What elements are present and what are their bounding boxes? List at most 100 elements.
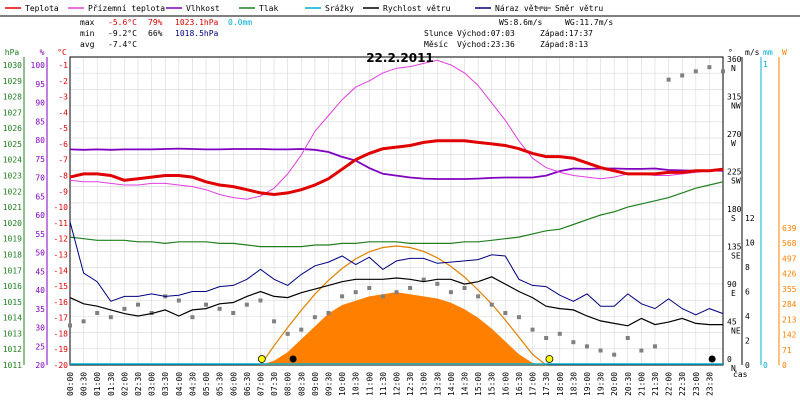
temp-tick: -1	[58, 61, 68, 70]
wind-direction-point	[285, 331, 290, 336]
dir-tick-deg: 45	[727, 318, 737, 327]
wind-direction-point	[272, 319, 277, 324]
hpa-tick: 1012	[3, 345, 22, 354]
temp-tick: -16	[54, 298, 69, 307]
pct-tick: 25	[35, 342, 45, 351]
w-tick: 497	[782, 254, 797, 263]
w-tick: 568	[782, 239, 797, 248]
temp-tick: -6	[58, 140, 68, 149]
wind-direction-point	[421, 277, 426, 282]
dir-tick-name: N	[731, 364, 736, 373]
wind-direction-point	[204, 302, 209, 307]
legend-label: Vlhkost	[186, 4, 220, 13]
dir-tick-deg: 360	[727, 55, 742, 64]
pct-tick: 60	[35, 211, 45, 220]
wind-direction-point	[122, 306, 127, 311]
pct-tick: 90	[35, 99, 45, 108]
x-tick-label: 16:00	[501, 372, 510, 396]
dir-tick-deg: 90	[727, 280, 737, 289]
legend-label: Srážky	[325, 4, 354, 13]
wind-direction-point	[584, 344, 589, 349]
temp-tick: -11	[54, 219, 69, 228]
wind-direction-point	[476, 294, 481, 299]
sun-rise: Východ:07:03	[457, 29, 515, 38]
wind-direction-point	[693, 69, 698, 74]
stat-min-label: min	[80, 29, 95, 38]
wind-direction-point	[408, 286, 413, 290]
x-tick-label: 15:00	[474, 372, 483, 396]
wind-direction-point	[326, 311, 331, 315]
wind-direction-point	[448, 290, 453, 295]
series-wind-gust	[69, 221, 724, 316]
series-wind-speed	[69, 276, 723, 327]
x-tick-label: 16:30	[515, 372, 524, 396]
solar-radiation-area	[260, 292, 547, 365]
dir-tick-name: SW	[731, 177, 741, 186]
w-tick: 639	[782, 224, 797, 233]
pct-tick: 100	[31, 61, 46, 70]
hpa-unit: hPa	[5, 48, 20, 57]
dir-unit: °	[728, 48, 733, 57]
x-tick-label: 10:30	[352, 372, 361, 396]
hpa-tick: 1024	[3, 156, 22, 165]
x-tick-label: 17:00	[529, 372, 538, 396]
pct-tick: 65	[35, 192, 45, 201]
pct-tick: 85	[35, 117, 45, 126]
x-tick-label: 19:00	[583, 372, 592, 396]
wind-direction-point	[231, 311, 236, 315]
x-tick-label: 05:00	[202, 372, 211, 396]
wind-direction-point	[530, 327, 535, 332]
hpa-tick: 1022	[3, 187, 22, 196]
x-tick-label: 03:00	[148, 372, 157, 396]
ms-tick: 12	[745, 214, 755, 223]
hpa-tick: 1028	[3, 93, 22, 102]
temp-tick: -7	[58, 156, 68, 165]
wind-direction-point	[176, 298, 181, 303]
mm-tick: 1	[763, 60, 768, 69]
wind-direction-point	[367, 286, 372, 290]
x-tick-label: 07:30	[270, 372, 279, 396]
stats-header: max -5.6°C 79% 1023.1hPa 0.0mm min -9.2°…	[80, 18, 613, 49]
w-tick: 213	[782, 315, 797, 324]
wind-direction-point	[299, 327, 304, 332]
moon-label: Měsíc	[424, 40, 448, 49]
series-pressure	[69, 181, 724, 248]
hpa-tick: 1017	[3, 266, 22, 275]
wind-direction-points	[68, 65, 725, 357]
pct-tick: 75	[35, 155, 45, 164]
series-ground-temperature	[69, 59, 723, 200]
wind-direction-point	[489, 302, 494, 307]
dir-tick-deg: 315	[727, 93, 742, 102]
hpa-tick: 1015	[3, 298, 22, 307]
x-tick-label: 11:00	[365, 372, 374, 396]
x-tick-label: 19:30	[597, 372, 606, 396]
right-axes: °0N45NE90E135SE180S225SW270W315NW360Nm/s…	[727, 48, 797, 373]
x-tick-label: 00:00	[66, 372, 75, 396]
sun-moon-markers	[257, 355, 716, 363]
hpa-tick: 1029	[3, 77, 22, 86]
hpa-tick: 1020	[3, 219, 22, 228]
x-tick-label: 02:00	[120, 372, 129, 396]
w-unit: W	[782, 48, 787, 57]
x-tick-label: 18:00	[556, 372, 565, 396]
w-tick: 0	[782, 361, 787, 370]
sunrise-marker	[257, 355, 266, 363]
dir-tick-name: W	[731, 139, 736, 148]
x-tick-label: 20:00	[610, 372, 619, 396]
pct-tick: 20	[35, 361, 45, 370]
legend-label: Směr větru	[555, 4, 603, 13]
wind-direction-point	[81, 319, 86, 324]
pct-tick: 40	[35, 286, 45, 295]
ms-tick: 10	[745, 239, 755, 248]
w-tick: 142	[782, 331, 797, 340]
temp-tick: -14	[54, 266, 69, 275]
dir-tick-name: NW	[731, 102, 741, 111]
wind-direction-point	[217, 306, 222, 311]
temp-tick: -12	[54, 235, 69, 244]
moon-marker	[708, 355, 716, 363]
wind-direction-point	[612, 352, 617, 357]
pct-tick: 55	[35, 230, 45, 239]
stat-max-temp: -5.6°C	[108, 18, 137, 27]
temp-unit: °C	[57, 48, 67, 57]
x-tick-label: 08:30	[297, 372, 306, 396]
